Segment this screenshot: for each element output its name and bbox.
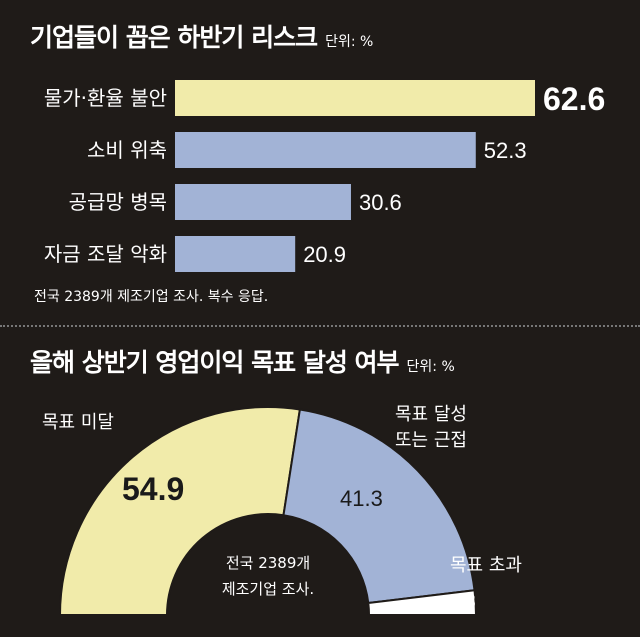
bar-chart-svg: 물가·환율 불안 62.6 소비 위축 52.3 공급망 병목 30.6 자금 조달 악화 2… [44,80,605,272]
bar-value-label: 30.6 [359,190,402,215]
bar-category-label: 소비 위축 [87,138,167,162]
donut-label-below-target: 목표 미달 [42,412,114,433]
donut-center-note-line1: 전국 2389개 [226,554,310,572]
bar-chart-note: 전국 2389개 제조기업 조사. 복수 응답. [34,289,269,305]
bar-value-label: 52.3 [484,138,527,163]
bar-value-label: 20.9 [303,242,346,267]
donut-label-near-target-line2: 또는 근접 [395,430,467,451]
bar-1 [175,80,535,116]
donut-label-above-target: 목표 초과 [450,555,522,576]
donut-center-note-line2: 제조기업 조사. [222,580,314,598]
bar-category-label: 자금 조달 악화 [44,242,167,266]
slice-below-target [58,406,302,616]
donut-chart-title-text: 올해 상반기 영업이익 목표 달성 여부 [30,348,400,377]
donut-value-near-target: 41.3 [340,486,383,511]
bar-chart-unit: 단위: % [325,34,374,50]
bar-2 [175,132,476,168]
bar-3 [175,184,351,220]
slice-near-target [282,408,476,605]
donut-label-near-target-line1: 목표 달성 [395,404,467,425]
donut-chart-title: 올해 상반기 영업이익 목표 달성 여부 단위: % [30,343,455,379]
slice-above-target [367,589,478,616]
donut-chart-unit: 단위: % [406,359,455,375]
bar-category-label: 공급망 병목 [69,190,167,214]
bar-category-label: 물가·환율 불안 [44,86,167,110]
donut-value-below-target: 54.9 [122,471,184,507]
bar-4 [175,236,296,272]
bar-chart-title-text: 기업들이 꼽은 하반기 리스크 [30,23,318,52]
bar-value-label: 62.6 [543,81,605,117]
section-divider [0,325,640,327]
donut-value-above-target: 3.8 [448,591,476,613]
bar-chart-title: 기업들이 꼽은 하반기 리스크 단위: % [30,18,373,54]
